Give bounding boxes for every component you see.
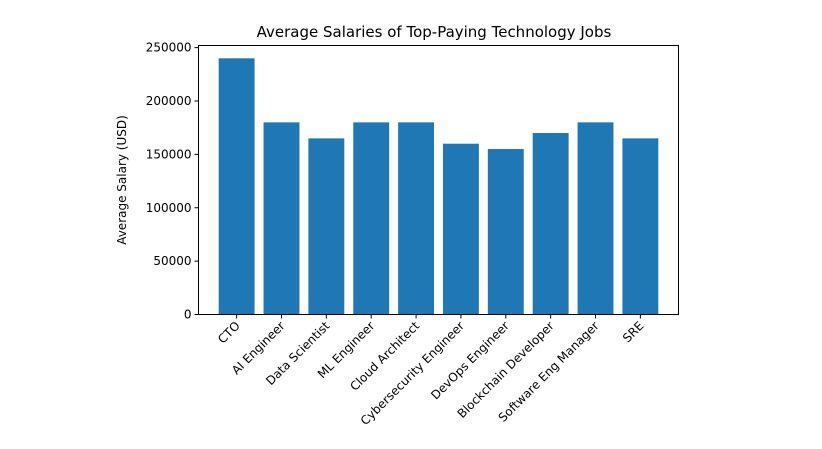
bar-8 xyxy=(577,122,614,315)
bar-4 xyxy=(398,122,435,315)
x-tick-label: SRE xyxy=(620,319,647,346)
bar-7 xyxy=(532,133,569,315)
x-tick-label: DevOps Engineer xyxy=(428,319,512,403)
y-tick-label: 150000 xyxy=(146,147,192,161)
chart-title: Average Salaries of Top-Paying Technolog… xyxy=(257,23,612,41)
x-tick-label: CTO xyxy=(215,319,243,347)
bar-0 xyxy=(218,58,255,315)
y-tick-label: 0 xyxy=(184,308,192,322)
bar-6 xyxy=(487,149,524,315)
bar-9 xyxy=(622,138,659,315)
bar-5 xyxy=(442,143,479,315)
y-tick-label: 100000 xyxy=(146,201,192,215)
bar-3 xyxy=(353,122,390,315)
y-axis-label: Average Salary (USD) xyxy=(115,115,129,245)
bar-1 xyxy=(263,122,300,315)
plot-frame xyxy=(198,45,679,315)
y-tick-label: 200000 xyxy=(146,94,192,108)
bar-2 xyxy=(308,138,345,315)
y-tick-label: 250000 xyxy=(146,41,192,55)
y-tick-label: 50000 xyxy=(153,254,191,268)
